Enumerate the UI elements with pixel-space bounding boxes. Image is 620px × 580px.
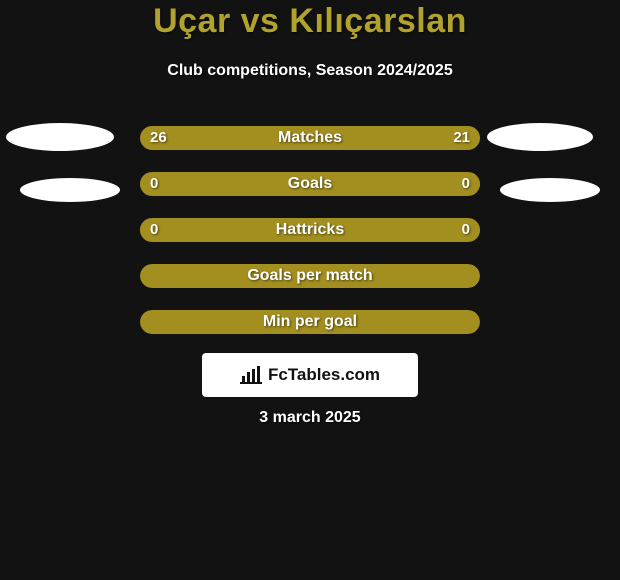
stat-row-goals-per-match: Goals per match <box>140 264 480 288</box>
fctables-logo-badge: FcTables.com <box>202 353 418 397</box>
comparison-infographic: Uçar vs Kılıçarslan Club competitions, S… <box>0 0 620 580</box>
stat-row-hattricks: 00Hattricks <box>140 218 480 242</box>
stat-label: Goals per match <box>140 264 480 288</box>
subtitle: Club competitions, Season 2024/2025 <box>0 62 620 80</box>
player-left-ellipse-1 <box>6 123 114 151</box>
generation-date: 3 march 2025 <box>0 409 620 427</box>
stat-row-matches: 2621Matches <box>140 126 480 150</box>
stat-label: Matches <box>140 126 480 150</box>
stat-label: Min per goal <box>140 310 480 334</box>
player-right-ellipse-1 <box>487 123 593 151</box>
bar-chart-icon <box>240 366 262 384</box>
title: Uçar vs Kılıçarslan <box>0 2 620 41</box>
player-left-ellipse-2 <box>20 178 120 202</box>
player-right-ellipse-2 <box>500 178 600 202</box>
stat-row-min-per-goal: Min per goal <box>140 310 480 334</box>
stat-row-goals: 00Goals <box>140 172 480 196</box>
stat-label: Hattricks <box>140 218 480 242</box>
logo-text: FcTables.com <box>268 365 380 385</box>
stat-label: Goals <box>140 172 480 196</box>
